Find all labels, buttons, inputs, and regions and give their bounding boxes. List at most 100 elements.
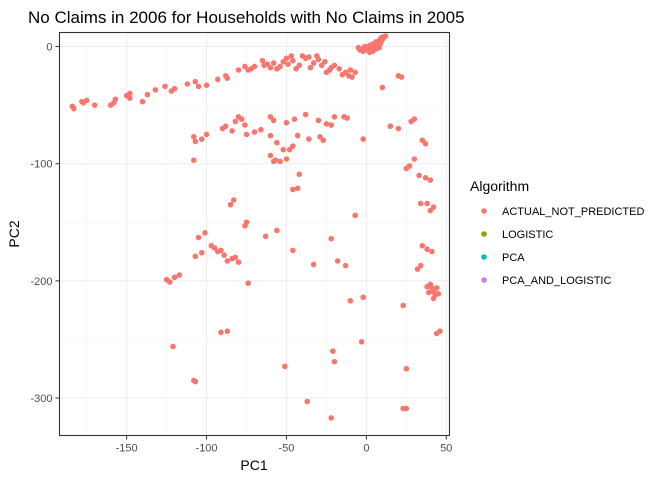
y-tick-label: -300 xyxy=(30,393,52,405)
data-point xyxy=(296,62,303,69)
y-tick-label: -200 xyxy=(30,276,52,288)
data-point xyxy=(112,96,119,103)
x-tick-label: 0 xyxy=(363,443,369,455)
data-point xyxy=(262,233,269,240)
data-point xyxy=(277,63,283,70)
legend-label: PCA_AND_LOGISTIC xyxy=(502,275,611,287)
data-point xyxy=(347,67,354,73)
data-point xyxy=(374,40,381,46)
data-point xyxy=(288,53,295,59)
data-point xyxy=(267,152,274,159)
data-point xyxy=(290,247,296,254)
data-point xyxy=(192,78,199,85)
x-tick-label: 50 xyxy=(440,443,452,455)
data-point xyxy=(198,136,205,142)
panel-border xyxy=(58,31,451,437)
data-point xyxy=(398,74,405,80)
data-point xyxy=(417,200,424,207)
legend-label: ACTUAL_NOT_PREDICTED xyxy=(502,206,644,218)
data-point xyxy=(274,227,280,234)
data-point xyxy=(243,219,250,226)
legend-key xyxy=(481,277,487,283)
data-point xyxy=(379,84,386,91)
data-point xyxy=(192,138,199,145)
data-point xyxy=(352,69,358,76)
data-point xyxy=(267,132,274,139)
data-point xyxy=(360,136,366,142)
data-point xyxy=(403,405,410,412)
data-point xyxy=(222,123,229,130)
y-tick-label: 0 xyxy=(46,42,52,54)
data-point xyxy=(334,258,341,264)
data-point xyxy=(229,128,235,134)
data-point xyxy=(280,146,287,153)
data-point xyxy=(235,67,242,73)
data-point xyxy=(166,279,173,285)
data-point xyxy=(270,60,277,66)
legend: Algorithm ACTUAL_NOT_PREDICTED LOGISTIC PC… xyxy=(470,178,644,287)
data-point xyxy=(152,87,159,93)
data-point xyxy=(290,143,296,149)
data-point xyxy=(306,54,312,60)
legend-entries: ACTUAL_NOT_PREDICTED LOGISTIC PCA PCA_AND_L… xyxy=(481,206,644,287)
data-point xyxy=(214,76,221,83)
data-point xyxy=(251,129,258,135)
minor-gridlines xyxy=(59,32,450,436)
data-point xyxy=(395,125,402,132)
legend-label: LOGISTIC xyxy=(502,229,553,241)
data-point xyxy=(238,116,245,122)
data-point xyxy=(411,156,418,162)
data-point xyxy=(430,295,437,302)
data-point xyxy=(184,81,191,87)
data-point xyxy=(310,261,317,268)
data-point xyxy=(342,262,349,269)
data-point xyxy=(403,165,410,172)
data-point xyxy=(315,117,322,124)
data-point xyxy=(403,365,410,372)
data-point xyxy=(400,302,406,309)
data-point xyxy=(224,258,231,264)
data-point xyxy=(306,136,312,142)
data-point xyxy=(382,33,389,39)
data-point xyxy=(291,116,298,122)
data-point xyxy=(195,83,202,90)
data-point xyxy=(277,158,283,165)
data-point xyxy=(352,212,358,219)
data-point xyxy=(283,55,290,62)
data-point xyxy=(144,91,151,98)
legend-label: PCA xyxy=(502,252,525,264)
data-point xyxy=(190,133,197,140)
data-point xyxy=(282,363,288,370)
plot-panel xyxy=(58,31,451,437)
data-point xyxy=(344,115,351,121)
y-tick-label: -100 xyxy=(30,159,52,171)
x-axis-title: PC1 xyxy=(240,457,267,473)
data-point xyxy=(310,60,317,66)
data-point xyxy=(235,259,242,265)
data-point xyxy=(91,102,98,108)
legend-key xyxy=(481,231,487,237)
data-point xyxy=(294,132,301,139)
data-point xyxy=(195,234,202,241)
data-point xyxy=(242,122,248,128)
data-point xyxy=(328,415,335,421)
data-point xyxy=(221,252,227,258)
data-point xyxy=(424,200,430,207)
data-point xyxy=(190,377,197,384)
data-point xyxy=(422,140,429,147)
data-point xyxy=(224,75,231,81)
x-tick-label: -150 xyxy=(116,443,138,455)
data-point xyxy=(425,289,432,296)
data-point xyxy=(429,248,435,255)
data-point xyxy=(330,348,336,354)
data-point xyxy=(408,118,414,125)
legend-key xyxy=(481,208,487,214)
data-point xyxy=(296,171,303,178)
data-point xyxy=(433,330,440,337)
data-point xyxy=(198,249,205,256)
data-point xyxy=(127,95,133,101)
y-axis-ticks: 0 -100 -200 -300 xyxy=(30,42,60,405)
data-point xyxy=(251,63,258,70)
data-point xyxy=(171,274,178,281)
